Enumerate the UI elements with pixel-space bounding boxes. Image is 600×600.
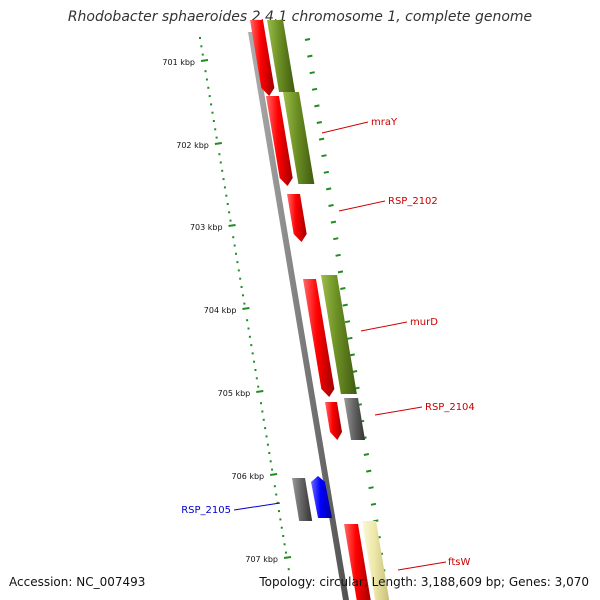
scale-label: 704 kbp <box>204 306 237 315</box>
leader-line <box>360 321 408 332</box>
gene-arrow[interactable] <box>266 96 293 186</box>
gene-arrow[interactable] <box>311 476 333 518</box>
gene-label[interactable]: murD <box>410 317 438 328</box>
inner-tick <box>370 502 377 506</box>
inner-tick <box>325 187 332 191</box>
leader-line <box>321 121 369 134</box>
inner-tick <box>366 469 372 473</box>
inner-tick <box>347 336 353 340</box>
major-tick <box>242 307 250 310</box>
leader-line <box>338 200 386 212</box>
inner-tick <box>340 287 346 290</box>
major-tick <box>256 390 264 393</box>
gene-arrow[interactable] <box>250 20 275 96</box>
inner-tick <box>330 220 337 224</box>
inner-tick <box>344 320 351 324</box>
inner-tick <box>314 104 320 108</box>
gene-arrow[interactable] <box>325 402 343 440</box>
gene-label[interactable]: mraY <box>371 117 398 128</box>
gene-arrow[interactable] <box>283 92 315 184</box>
gene-arrow[interactable] <box>303 279 335 397</box>
inner-tick <box>368 486 374 490</box>
inner-tick <box>321 154 327 158</box>
scale-label: 707 kbp <box>245 555 278 564</box>
major-tick <box>269 473 278 476</box>
major-tick <box>200 59 209 62</box>
inner-tick <box>318 137 325 141</box>
inner-tick <box>333 237 339 241</box>
scale-label: 702 kbp <box>176 141 209 150</box>
accession-text: Accession: NC_007493 <box>9 575 146 589</box>
map-title: Rhodobacter sphaeroides 2.4.1 chromosome… <box>67 9 533 25</box>
gene-arrow[interactable] <box>287 194 307 242</box>
inner-tick <box>309 71 315 75</box>
inner-tick <box>311 87 318 91</box>
inner-tick <box>337 270 344 274</box>
gene-label[interactable]: RSP_2105 <box>181 505 231 516</box>
gene-arrow[interactable] <box>362 521 390 600</box>
inner-tick <box>328 204 334 207</box>
scale-label: 706 kbp <box>232 472 265 481</box>
inner-tick <box>335 253 341 257</box>
gene-labels: mraY RSP_2102 murD RSP_2104 RSP_2105 ftsW <box>181 117 475 571</box>
gene-arrow[interactable] <box>344 398 366 440</box>
topology-text: Topology: circular; Length: 3,188,609 bp… <box>259 575 589 589</box>
gene-label[interactable]: RSP_2104 <box>425 402 475 413</box>
gene-arrow[interactable] <box>321 275 357 394</box>
inner-tick <box>363 453 370 456</box>
gene-arrow[interactable] <box>267 20 296 92</box>
inner-tick <box>349 353 355 357</box>
scale-ticks: 701 kbp 702 kbp 703 kbp 704 kbp 705 kbp 706 k… <box>162 37 386 573</box>
inner-tick <box>342 303 348 307</box>
inner-tick <box>316 121 322 124</box>
leader-line <box>233 502 281 511</box>
gene-label[interactable]: ftsW <box>448 557 470 568</box>
scale-label: 703 kbp <box>190 223 223 232</box>
inner-tick <box>304 38 311 41</box>
gene-label[interactable]: RSP_2102 <box>388 196 438 207</box>
gene-arrow[interactable] <box>292 478 313 521</box>
scale-label: 705 kbp <box>218 389 251 398</box>
scale-label: 701 kbp <box>162 58 195 67</box>
major-tick <box>214 142 223 145</box>
inner-tick <box>307 54 313 58</box>
gene-arrow[interactable] <box>344 524 371 600</box>
inner-tick <box>323 170 330 174</box>
major-tick <box>283 556 292 559</box>
gene-features <box>250 20 390 600</box>
major-tick <box>228 224 236 227</box>
leader-line <box>397 561 447 571</box>
leader-line <box>374 406 423 416</box>
chromosome-backbone <box>248 32 349 600</box>
